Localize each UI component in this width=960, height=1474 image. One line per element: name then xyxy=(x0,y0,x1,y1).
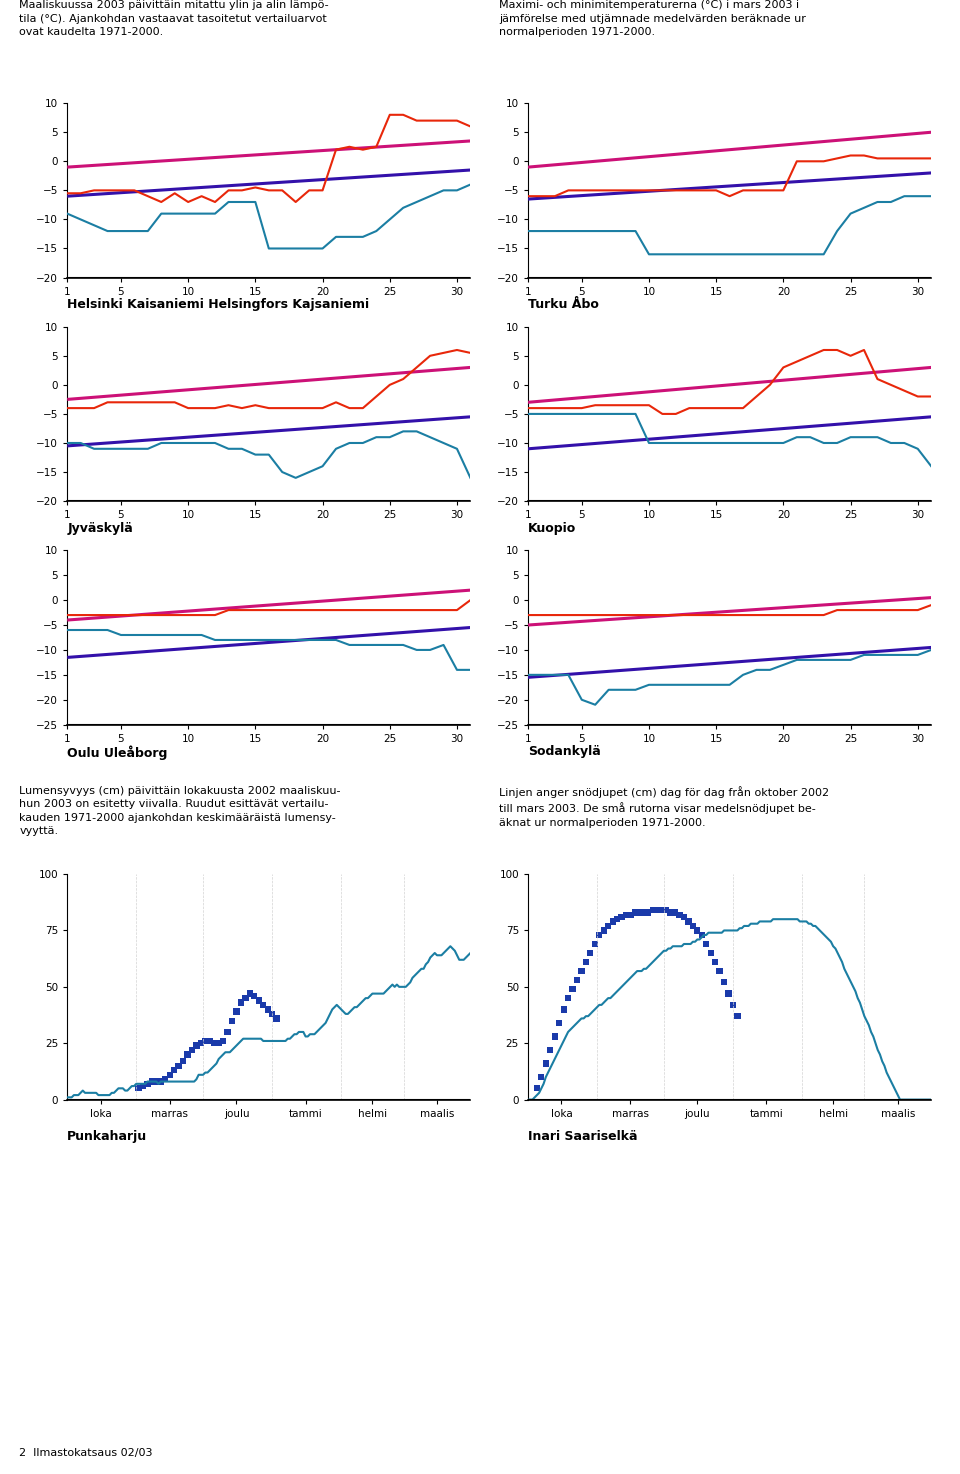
Text: Turku Åbo: Turku Åbo xyxy=(528,298,599,311)
Bar xyxy=(672,909,678,915)
Bar xyxy=(265,1007,271,1013)
Bar xyxy=(610,918,615,924)
Bar xyxy=(149,1079,155,1085)
Bar xyxy=(203,1038,208,1044)
Bar xyxy=(184,1051,191,1058)
Bar xyxy=(645,909,652,915)
Bar xyxy=(730,1002,736,1008)
Bar xyxy=(623,911,629,918)
Bar xyxy=(685,918,691,924)
Bar xyxy=(216,1041,222,1047)
Bar xyxy=(663,907,669,914)
Bar xyxy=(260,1002,266,1008)
Bar xyxy=(703,940,709,948)
Bar xyxy=(636,909,642,915)
Bar xyxy=(140,1083,146,1089)
Bar xyxy=(274,1016,279,1021)
Bar xyxy=(601,927,607,933)
Bar xyxy=(180,1058,186,1064)
Bar xyxy=(144,1080,151,1086)
Bar xyxy=(708,949,714,957)
Text: Oulu Uleåborg: Oulu Uleåborg xyxy=(67,746,168,761)
Text: Sodankylä: Sodankylä xyxy=(528,746,601,758)
Bar xyxy=(654,907,660,914)
Text: Jyväskylä: Jyväskylä xyxy=(67,522,132,535)
Bar xyxy=(242,995,249,1001)
Bar xyxy=(193,1042,200,1048)
Text: Maximi- och minimitemperaturerna (°C) i mars 2003 i
jämförelse med utjämnade med: Maximi- och minimitemperaturerna (°C) i … xyxy=(499,0,806,37)
Bar xyxy=(171,1067,178,1073)
Text: Lumensyvyys (cm) päivittäin lokakuusta 2002 maaliskuu-
hun 2003 on esitetty viiv: Lumensyvyys (cm) päivittäin lokakuusta 2… xyxy=(19,786,341,836)
Bar xyxy=(569,986,576,992)
Bar xyxy=(699,932,705,937)
Bar xyxy=(659,907,664,914)
Bar xyxy=(578,968,585,974)
Text: Linjen anger snödjupet (cm) dag för dag från oktober 2002
till mars 2003. De små: Linjen anger snödjupet (cm) dag för dag … xyxy=(499,786,829,827)
Bar xyxy=(681,914,687,920)
Bar xyxy=(269,1011,276,1017)
Bar xyxy=(556,1020,563,1026)
Bar xyxy=(154,1079,159,1085)
Text: Punkaharju: Punkaharju xyxy=(67,1131,147,1142)
Text: Kuopio: Kuopio xyxy=(528,522,576,535)
Bar xyxy=(561,1007,566,1013)
Bar xyxy=(734,1013,740,1020)
Bar xyxy=(677,911,683,918)
Bar xyxy=(534,1085,540,1091)
Bar xyxy=(605,923,612,929)
Bar xyxy=(225,1029,230,1035)
Bar xyxy=(166,1072,173,1077)
Bar xyxy=(233,1008,240,1014)
Bar xyxy=(574,977,580,983)
Bar xyxy=(721,979,727,986)
Bar xyxy=(135,1085,142,1091)
Bar xyxy=(614,915,620,923)
Bar xyxy=(157,1079,164,1085)
Bar xyxy=(712,960,718,965)
Bar xyxy=(716,968,723,974)
Bar xyxy=(542,1060,549,1067)
Bar xyxy=(255,998,262,1004)
Bar xyxy=(627,911,634,918)
Bar xyxy=(228,1017,235,1024)
Bar xyxy=(650,907,656,914)
Bar xyxy=(596,932,603,937)
Bar xyxy=(689,923,696,929)
Bar xyxy=(632,909,638,915)
Bar xyxy=(694,927,701,933)
Bar xyxy=(238,999,244,1005)
Text: Inari Saariselkä: Inari Saariselkä xyxy=(528,1131,637,1142)
Bar xyxy=(198,1041,204,1047)
Bar xyxy=(640,909,647,915)
Bar xyxy=(206,1038,213,1044)
Bar xyxy=(220,1038,227,1044)
Bar xyxy=(162,1076,168,1082)
Bar xyxy=(591,940,598,948)
Bar xyxy=(539,1075,544,1080)
Bar xyxy=(667,909,674,915)
Bar xyxy=(247,991,253,996)
Bar xyxy=(726,991,732,996)
Bar xyxy=(588,949,593,957)
Text: 2  Ilmastokatsaus 02/03: 2 Ilmastokatsaus 02/03 xyxy=(19,1449,153,1458)
Bar xyxy=(176,1063,181,1069)
Text: Helsinki Kaisaniemi Helsingfors Kajsaniemi: Helsinki Kaisaniemi Helsingfors Kajsanie… xyxy=(67,298,370,311)
Bar xyxy=(189,1047,195,1052)
Bar xyxy=(552,1033,558,1039)
Bar xyxy=(618,914,625,920)
Bar xyxy=(547,1047,553,1052)
Bar xyxy=(211,1041,217,1047)
Text: Maaliskuussa 2003 päivittäin mitattu ylin ja alin lämpö-
tila (°C). Ajankohdan v: Maaliskuussa 2003 päivittäin mitattu yli… xyxy=(19,0,329,37)
Bar xyxy=(252,992,257,999)
Bar xyxy=(565,995,571,1001)
Bar xyxy=(583,960,589,965)
